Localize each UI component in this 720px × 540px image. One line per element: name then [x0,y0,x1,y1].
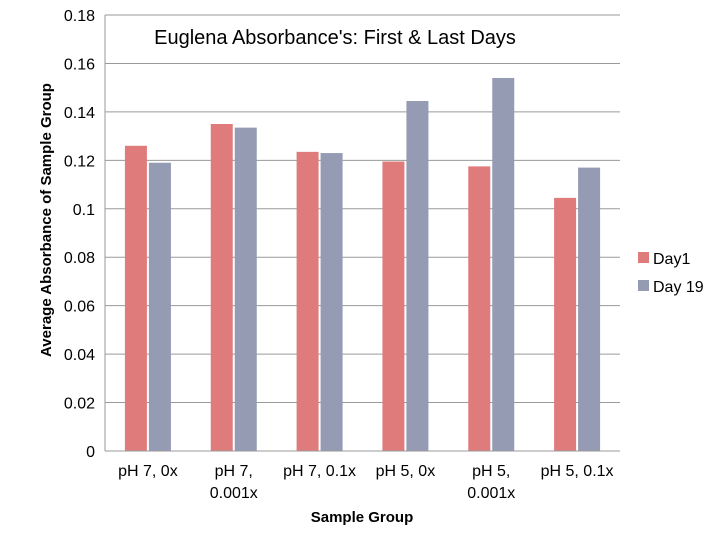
legend-swatch-day1 [638,252,649,263]
y-tick-label: 0.18 [64,8,95,25]
x-tick-label: 0.001x [467,485,515,502]
y-tick-labels: 0 0.02 0.04 0.06 0.08 0.1 0.12 0.14 0.16 0.18 [64,8,95,461]
y-tick-label: 0 [86,444,95,461]
bar-day19-5 [578,168,600,451]
axes [105,15,620,451]
y-axis-title: Average Absorbance of Sample Group [38,83,55,357]
x-tick-label: pH 7, 0.1x [283,463,356,480]
y-tick-label: 0.1 [73,202,95,219]
bar-day19-4 [492,78,514,451]
gridlines [105,15,620,403]
x-tick-label: pH 7, [215,463,253,480]
x-tick-label: pH 7, 0x [118,463,178,480]
y-tick-label: 0.16 [64,56,95,73]
bar-day1-2 [297,152,319,451]
bar-day1-1 [211,124,233,451]
bar-day19-0 [149,163,171,451]
y-tick-label: 0.08 [64,250,95,267]
y-tick-label: 0.04 [64,347,95,364]
bar-day1-5 [554,198,576,451]
x-axis-title: Sample Group [311,509,414,526]
x-tick-label: pH 5, 0x [376,463,436,480]
y-tick-label: 0.12 [64,153,95,170]
bar-day1-0 [125,146,147,451]
bar-day1-4 [468,166,490,451]
x-tick-labels: pH 7, 0x pH 7, 0.001x pH 7, 0.1x pH 5, 0x pH … [118,463,613,502]
chart-title: Euglena Absorbance's: First & Last Days [154,27,516,49]
bars [125,78,600,451]
legend-label-day19: Day 19 [653,279,704,296]
y-tick-label: 0.02 [64,396,95,413]
y-tick-label: 0.06 [64,299,95,316]
bar-day19-3 [406,101,428,451]
x-tick-label: pH 5, [472,463,510,480]
x-tick-label: pH 5, 0.1x [541,463,614,480]
bar-day19-2 [321,153,343,451]
bar-day1-3 [382,162,404,451]
legend-label-day1: Day1 [653,251,690,268]
legend: Day1 Day 19 [638,251,704,296]
bar-day19-1 [235,128,257,451]
y-tick-label: 0.14 [64,105,95,122]
legend-swatch-day19 [638,280,649,291]
x-tick-label: 0.001x [210,485,258,502]
